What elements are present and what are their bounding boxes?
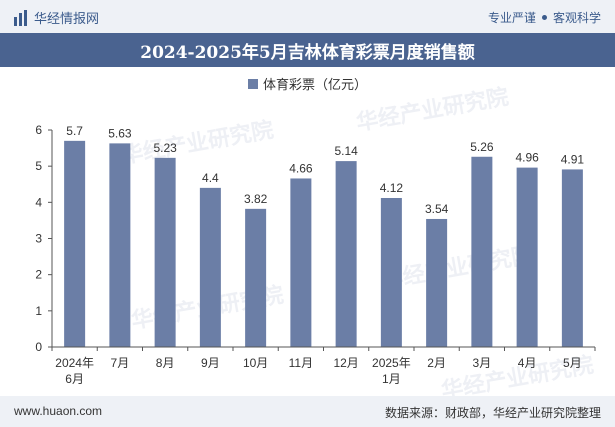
- data-label: 5.26: [470, 140, 494, 154]
- footer-source: 数据来源：财政部，华经产业研究院整理: [384, 406, 601, 420]
- y-tick-label: 3: [35, 232, 42, 246]
- x-tick-label: 4月: [518, 356, 537, 370]
- legend-label: 体育彩票（亿元）: [262, 77, 367, 92]
- data-label: 4.91: [561, 152, 585, 166]
- bar: [380, 197, 402, 347]
- bar: [561, 169, 583, 347]
- x-tick-label: 8月: [156, 356, 175, 370]
- data-label: 5.23: [153, 141, 177, 155]
- bar: [516, 167, 538, 347]
- separator-dot-icon: [541, 15, 547, 20]
- bar: [290, 178, 312, 347]
- tag-objective: 客观科学: [552, 11, 601, 25]
- x-tick-label: 2024年 6月: [55, 356, 94, 386]
- y-tick-label: 2: [35, 268, 42, 282]
- x-axis: 2024年 6月 7月 8月 9月 10月 11月 12月 2025年 1月 2月 3月 4月 5月: [51, 346, 596, 386]
- y-tick-label: 6: [35, 123, 42, 137]
- data-label: 4.66: [289, 161, 313, 175]
- header-tags: 专业严谨 客观科学: [488, 9, 601, 26]
- data-label: 5.14: [334, 144, 358, 158]
- chart-title: 2024-2025年5月吉林体育彩票月度销售额: [0, 33, 615, 67]
- x-tick-label: 7月: [111, 356, 130, 370]
- y-tick-label: 0: [35, 340, 42, 354]
- bars: 5.7 5.63 5.23 4.4 3.82 4.66 5.14 4.12 3.54 5.26 4.…: [64, 124, 584, 347]
- data-label: 3.54: [425, 202, 449, 216]
- x-tick-label: 10月: [243, 356, 268, 370]
- data-label: 4.4: [202, 171, 219, 185]
- bar: [64, 140, 86, 347]
- footer: www.huaon.com 数据来源：财政部，华经产业研究院整理: [0, 396, 615, 427]
- bar: [245, 208, 267, 347]
- x-tick-label: 9月: [201, 356, 220, 370]
- y-tick-label: 4: [35, 195, 42, 209]
- bar: [426, 218, 448, 347]
- bar: [335, 161, 357, 347]
- bar: [471, 156, 493, 347]
- chart-legend: 体育彩票（亿元）: [0, 74, 615, 93]
- x-tick-label: 12月: [333, 356, 358, 370]
- data-label: 5.63: [108, 126, 132, 140]
- data-label: 4.96: [515, 151, 539, 165]
- x-tick-label: 2025年 1月: [372, 356, 411, 386]
- data-label: 3.82: [244, 192, 268, 206]
- y-axis: 0 1 2 3 4 5 6: [35, 123, 53, 354]
- brand: 华经情报网: [14, 8, 99, 27]
- x-tick-label: 11月: [289, 356, 313, 370]
- bar: [199, 187, 221, 347]
- x-tick-label: 5月: [563, 356, 582, 370]
- brand-name: 华经情报网: [34, 11, 100, 26]
- brand-logo-icon: [14, 9, 28, 26]
- x-tick-label: 3月: [473, 356, 492, 370]
- bar: [154, 157, 176, 347]
- data-label: 4.12: [380, 181, 404, 195]
- footer-site: www.huaon.com: [14, 404, 103, 418]
- bar: [109, 143, 131, 347]
- data-label: 5.7: [66, 124, 83, 138]
- legend-swatch: [247, 78, 258, 89]
- y-tick-label: 1: [35, 304, 42, 318]
- x-tick-label: 2月: [427, 356, 446, 370]
- tag-professional: 专业严谨: [487, 11, 536, 25]
- top-bar: 华经情报网 专业严谨 客观科学: [0, 0, 615, 33]
- y-tick-label: 5: [35, 159, 42, 173]
